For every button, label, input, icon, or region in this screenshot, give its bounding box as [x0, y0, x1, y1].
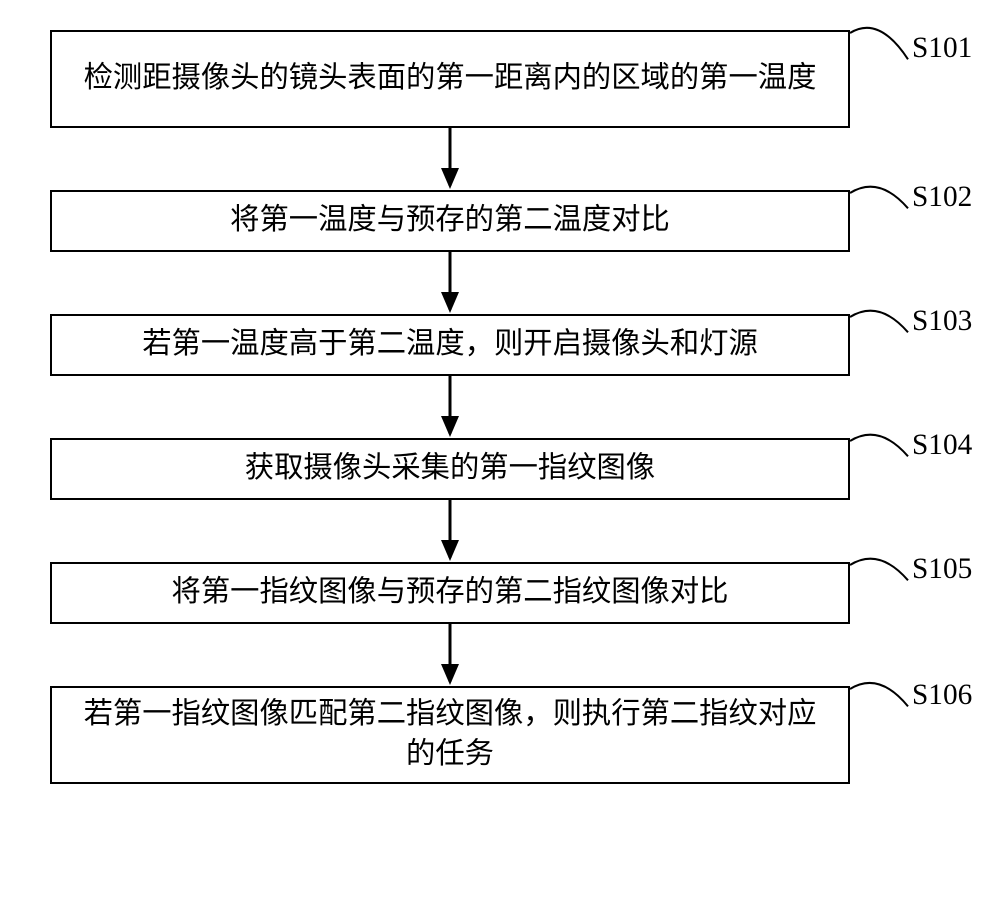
flowchart-canvas: 检测距摄像头的镜头表面的第一距离内的区域的第一温度将第一温度与预存的第二温度对比…	[0, 0, 1000, 903]
flow-node-text: 若第一温度高于第二温度，则开启摄像头和灯源	[142, 325, 758, 365]
step-label-S101: S101	[912, 32, 972, 65]
step-label-S105: S105	[912, 553, 972, 586]
flow-node-text: 若第一指纹图像匹配第二指纹图像，则执行第二指纹对应的任务	[72, 695, 828, 774]
step-label-S104: S104	[912, 429, 972, 462]
callout-n3	[850, 311, 908, 333]
flow-node-n3: 若第一温度高于第二温度，则开启摄像头和灯源	[50, 314, 850, 376]
flow-node-text: 获取摄像头采集的第一指纹图像	[245, 449, 655, 489]
flow-node-text: 检测距摄像头的镜头表面的第一距离内的区域的第一温度	[84, 59, 817, 99]
step-label-S106: S106	[912, 679, 972, 712]
flow-node-n2: 将第一温度与预存的第二温度对比	[50, 190, 850, 252]
flow-node-n1: 检测距摄像头的镜头表面的第一距离内的区域的第一温度	[50, 30, 850, 128]
callout-n1	[850, 28, 908, 60]
step-label-S102: S102	[912, 181, 972, 214]
flow-node-text: 将第一温度与预存的第二温度对比	[230, 201, 670, 241]
flow-node-n5: 将第一指纹图像与预存的第二指纹图像对比	[50, 562, 850, 624]
flow-node-n6: 若第一指纹图像匹配第二指纹图像，则执行第二指纹对应的任务	[50, 686, 850, 784]
callout-n2	[850, 187, 908, 209]
step-label-S103: S103	[912, 305, 972, 338]
callout-n5	[850, 559, 908, 581]
flow-node-n4: 获取摄像头采集的第一指纹图像	[50, 438, 850, 500]
callout-n6	[850, 683, 908, 706]
flow-node-text: 将第一指纹图像与预存的第二指纹图像对比	[172, 573, 729, 613]
callout-n4	[850, 435, 908, 457]
